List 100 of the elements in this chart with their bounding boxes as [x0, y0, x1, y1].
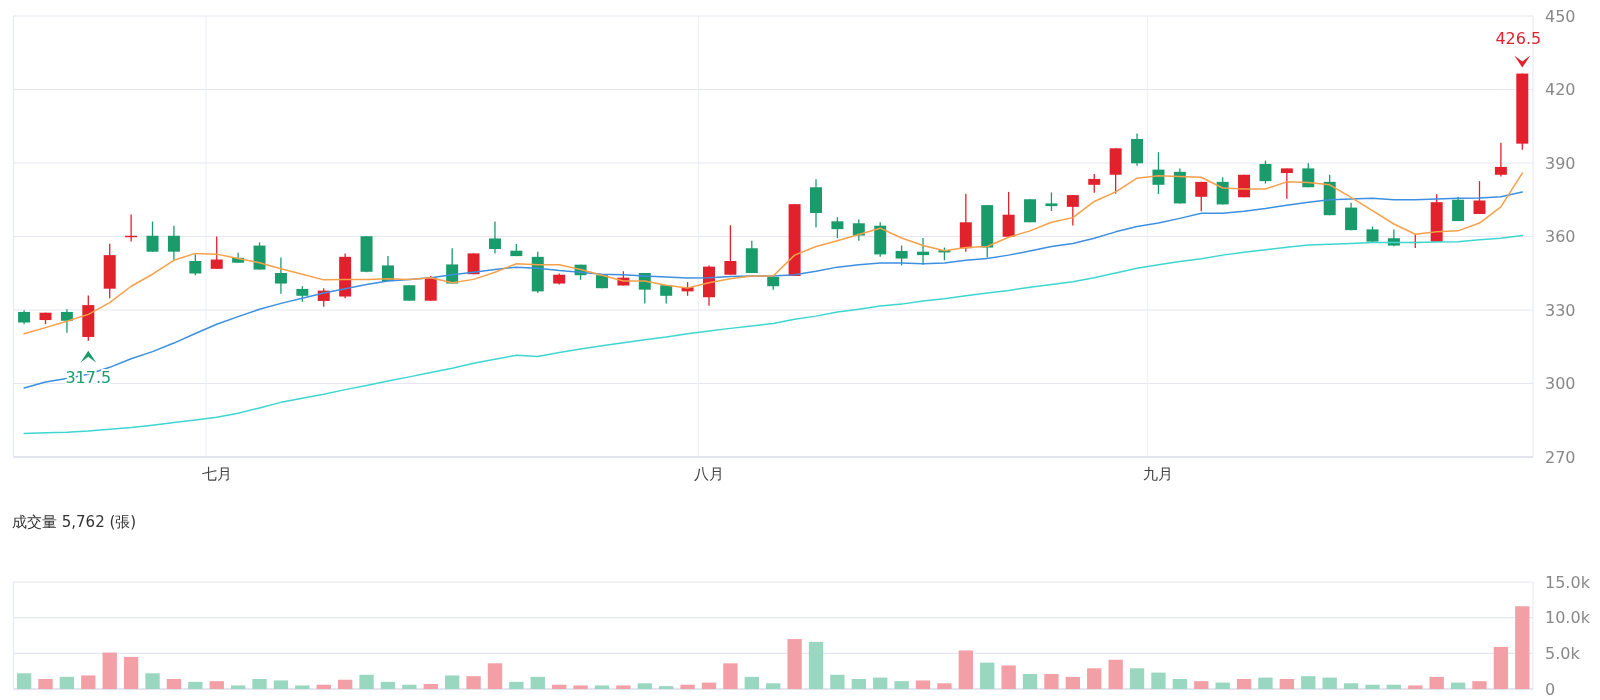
candlestick	[1066, 194, 1079, 227]
candlestick	[724, 224, 737, 276]
candlestick	[274, 256, 287, 295]
candlestick	[210, 235, 223, 270]
candlestick	[1088, 173, 1101, 194]
bar	[680, 684, 695, 689]
bar	[744, 676, 759, 689]
candlestick	[895, 244, 908, 267]
bar	[1343, 683, 1359, 689]
bar	[252, 679, 267, 689]
bar	[466, 676, 481, 689]
candlestick	[189, 253, 202, 276]
bar	[1493, 646, 1509, 689]
bar	[166, 679, 182, 689]
candlestick	[1002, 191, 1015, 238]
candlestick	[1494, 142, 1507, 178]
bar	[102, 652, 117, 689]
bar	[1044, 674, 1059, 689]
bar	[1001, 665, 1016, 689]
bar	[1279, 679, 1295, 689]
y-tick-label: 330	[1545, 300, 1576, 320]
bar	[295, 685, 310, 689]
bar	[38, 679, 53, 689]
y-tick-label: 450	[1545, 6, 1576, 26]
bar	[787, 639, 802, 689]
x-tick-label: 八月	[693, 465, 724, 483]
bar	[1472, 681, 1487, 689]
bar	[1515, 606, 1530, 689]
bar	[1322, 677, 1337, 689]
y-tick-label: 10.0k	[1545, 608, 1591, 628]
bar	[1258, 677, 1273, 689]
bar	[937, 683, 952, 689]
candlestick	[1259, 159, 1272, 185]
bar	[337, 679, 353, 689]
bar	[830, 674, 845, 689]
x-tick-label: 九月	[1143, 465, 1174, 483]
bar	[659, 686, 674, 689]
candlestick	[167, 225, 180, 261]
bar	[1022, 674, 1038, 689]
bar	[1301, 676, 1316, 689]
bar	[188, 681, 203, 689]
candlestick	[146, 220, 159, 253]
y-tick-label: 360	[1545, 227, 1576, 246]
x-tick-label: 七月	[201, 465, 232, 483]
bar	[1365, 684, 1380, 689]
bar	[723, 663, 738, 689]
y-tick-label: 0	[1545, 679, 1556, 699]
bar	[1215, 682, 1230, 689]
bar	[145, 673, 160, 689]
line-series	[23, 191, 1524, 389]
bar	[851, 679, 866, 689]
bar	[1151, 672, 1166, 689]
candlestick	[1452, 196, 1465, 222]
bar	[1236, 679, 1252, 689]
bar	[380, 681, 396, 689]
candlestick	[1302, 162, 1315, 188]
bar	[594, 685, 610, 689]
annotation: 426.5	[1495, 28, 1542, 48]
candlestick	[1045, 191, 1058, 212]
bar	[915, 680, 931, 689]
bar	[766, 683, 781, 689]
bar	[59, 676, 75, 689]
bar	[637, 683, 652, 689]
bar	[123, 656, 139, 689]
y-tick-label: 390	[1545, 153, 1576, 173]
bar	[1386, 684, 1402, 689]
chart-title: 成交量 5,762 (張)	[12, 513, 137, 531]
bar	[552, 684, 567, 689]
y-tick-label: 5.0k	[1545, 643, 1581, 663]
bar	[209, 681, 224, 689]
bar	[701, 682, 717, 689]
candlestick	[852, 218, 865, 242]
bar	[530, 676, 545, 689]
bar	[1408, 685, 1423, 689]
candlestick	[1473, 180, 1486, 215]
candlestick	[1280, 167, 1293, 200]
bar	[1172, 679, 1188, 689]
y-tick-label: 270	[1545, 447, 1576, 467]
bar	[1065, 676, 1081, 689]
bar	[958, 650, 973, 689]
bar	[402, 684, 417, 689]
bar	[273, 680, 289, 689]
bar	[873, 677, 888, 689]
bar	[509, 681, 524, 689]
bar	[573, 685, 588, 689]
bar	[1194, 681, 1209, 689]
y-tick-label: 15.0k	[1545, 572, 1591, 592]
bar	[616, 685, 631, 689]
bar	[980, 662, 995, 689]
candlestick	[60, 308, 73, 334]
bar	[1087, 668, 1102, 689]
candlestick	[424, 275, 437, 302]
bar	[230, 685, 246, 689]
candlestick	[488, 220, 501, 255]
bar	[359, 674, 374, 689]
bar	[81, 675, 96, 689]
bar	[1108, 659, 1123, 689]
bar	[423, 684, 438, 689]
bar	[1129, 668, 1145, 689]
y-tick-label: 420	[1545, 80, 1576, 99]
